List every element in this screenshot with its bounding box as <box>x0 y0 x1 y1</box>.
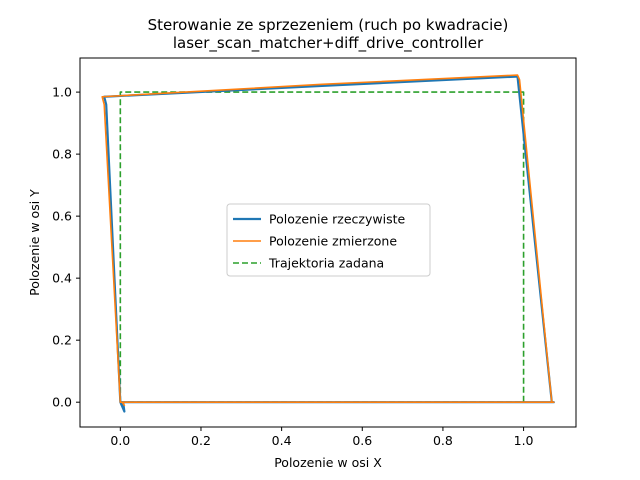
legend-label: Polozenie zmierzone <box>269 234 397 249</box>
x-tick-label: 0.2 <box>191 433 211 448</box>
x-tick-label: 0.4 <box>272 433 292 448</box>
legend-box <box>226 203 431 277</box>
y-tick-label: 1.0 <box>52 85 72 100</box>
plot-frame <box>79 57 577 428</box>
x-axis-label: Polozenie w osi X <box>274 455 382 470</box>
chart-subtitle: laser_scan_matcher+diff_drive_controller <box>173 34 484 53</box>
legend: Polozenie rzeczywiste Polozenie zmierzone… <box>226 203 431 277</box>
y-axis-label: Polozenie w osi Y <box>27 189 42 296</box>
y-tick-label: 0.8 <box>52 147 72 162</box>
y-tick-label: 0.4 <box>52 271 72 286</box>
x-tick-label: 0.6 <box>352 433 372 448</box>
y-tick-label: 0.2 <box>52 333 72 348</box>
series-line-polozenie-zmierzone <box>101 74 555 407</box>
x-tick-label: 0.0 <box>110 433 130 448</box>
y-tick-label: 0.6 <box>52 209 72 224</box>
legend-label: Trajektoria zadana <box>268 256 384 271</box>
legend-label: Polozenie rzeczywiste <box>269 212 406 227</box>
y-tick-label: 0.0 <box>52 395 72 410</box>
y-axis-ticks: 0.0 0.2 0.4 0.6 0.8 1.0 <box>52 85 80 410</box>
x-tick-label: 0.8 <box>433 433 453 448</box>
x-axis-ticks: 0.0 0.2 0.4 0.6 0.8 1.0 <box>110 427 534 448</box>
series-layer <box>101 74 555 413</box>
x-tick-label: 1.0 <box>514 433 534 448</box>
chart-title: Sterowanie ze sprzezeniem (ruch po kwadr… <box>148 16 509 34</box>
